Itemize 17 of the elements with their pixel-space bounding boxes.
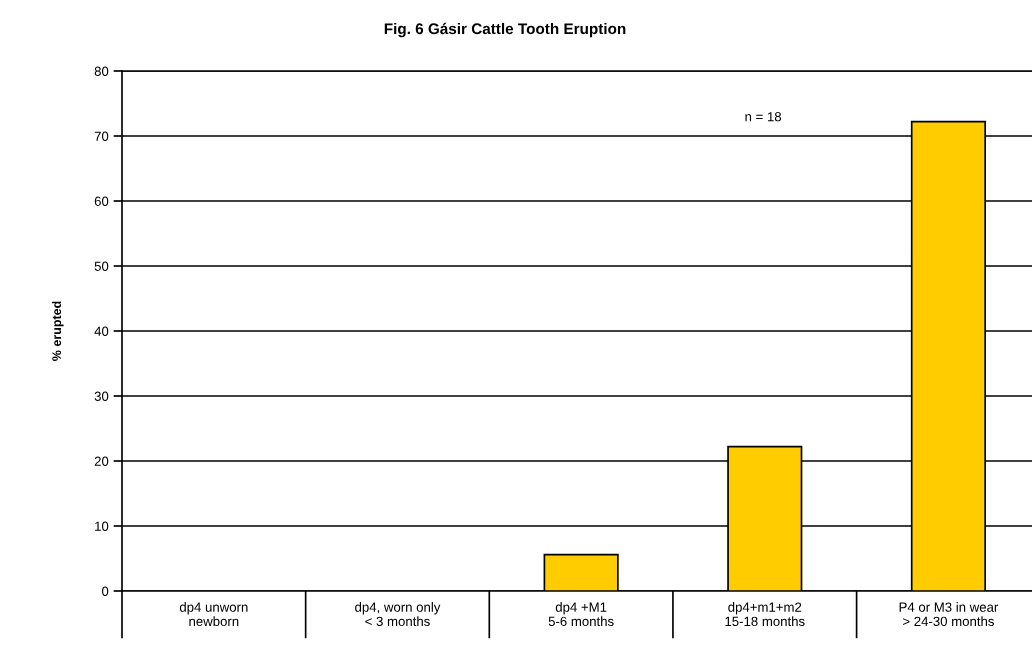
x-tick-label: dp4 unworn newborn xyxy=(179,602,248,627)
y-tick-label: 70 xyxy=(94,131,109,141)
annotation: n = 18 xyxy=(745,112,782,122)
x-tick-label: dp4, worn only < 3 months xyxy=(355,602,441,627)
y-tick-label: 60 xyxy=(94,196,109,206)
x-tick-label: P4 or M3 in wear > 24-30 months xyxy=(899,602,999,627)
y-axis-title: % erupted xyxy=(51,301,64,361)
y-tick-label: 80 xyxy=(94,66,109,76)
y-tick-label: 20 xyxy=(94,456,109,466)
x-tick-label: dp4+m1+m2 15-18 months xyxy=(725,602,805,627)
y-tick-label: 0 xyxy=(101,586,109,596)
y-tick-label: 30 xyxy=(94,391,109,401)
y-tick-label: 40 xyxy=(94,326,109,336)
x-tick-label: dp4 +M1 5-6 months xyxy=(548,602,614,627)
y-tick-label: 50 xyxy=(94,261,109,271)
y-tick-label: 10 xyxy=(95,521,109,531)
chart-title: Fig. 6 Gásir Cattle Tooth Eruption xyxy=(384,22,626,38)
